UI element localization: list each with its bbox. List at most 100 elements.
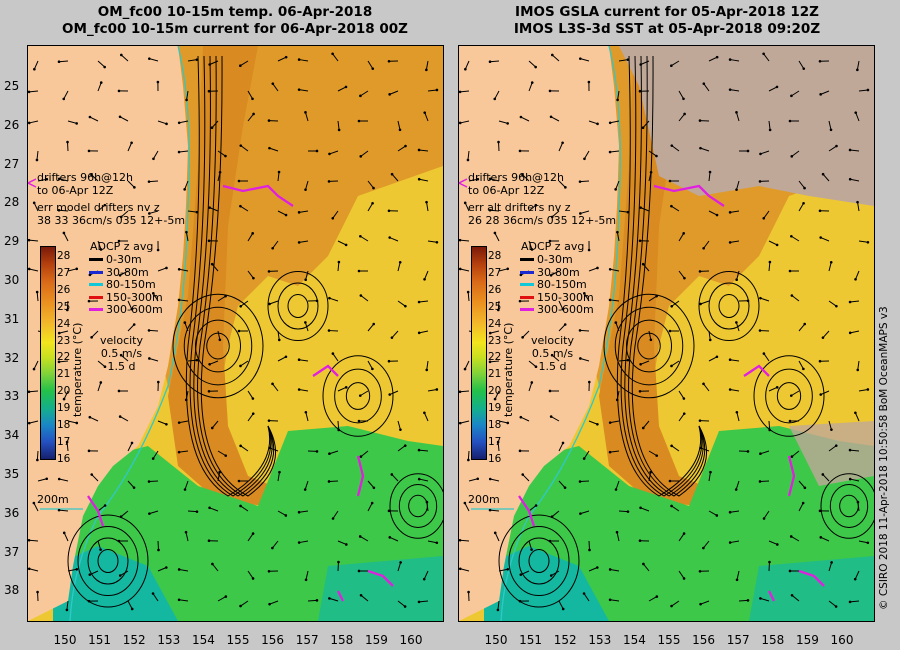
current-vector-head [103,365,107,368]
current-vector-head [88,415,92,419]
current-vector-head [251,397,255,400]
current-vector-head [208,362,211,366]
current-vector [240,445,249,452]
current-vector-head [117,389,121,393]
current-vector-head [132,323,136,326]
current-vector [91,474,99,482]
current-vector [735,480,740,490]
current-vector-head [548,89,552,93]
current-vector [299,389,309,392]
current-vector [427,540,437,544]
current-vector [305,270,309,280]
current-vector-head [267,569,271,573]
current-vector [558,480,566,489]
left-colorbar-tick: 24 [57,317,71,330]
current-vector-head [655,294,658,298]
current-vector [468,478,478,482]
current-vector [397,445,406,452]
current-vector [277,510,287,516]
current-vector [858,540,868,544]
current-vector-head [496,608,500,612]
current-vector-head [551,53,554,57]
current-vector-head [417,448,421,452]
current-vector-head [519,573,523,576]
current-vector [419,330,429,334]
drifter-track [336,590,345,602]
current-vector [828,600,837,607]
current-vector-head [35,158,39,162]
current-vector-head [32,367,36,371]
current-vector-head [728,510,732,514]
current-vector [648,596,658,602]
current-vector-head [315,299,319,303]
current-vector [427,388,437,392]
current-vector-head [133,186,136,189]
current-vector-head [66,140,69,144]
eddy-streamline [67,514,149,608]
current-vector-head [759,597,762,600]
current-vector-head [698,419,702,422]
current-vector-head [435,240,439,244]
current-vector [28,90,39,93]
legend-label: 30-80m [537,265,580,279]
current-vector [856,60,860,70]
left-colorbar-tick: 22 [57,351,71,364]
current-vector-head [788,569,792,573]
current-vector [828,420,832,430]
left-colorbar-label: temperature (°C) [71,322,84,417]
current-vector [820,390,830,396]
current-vector-head [626,358,630,362]
current-vector-head [534,65,537,69]
current-vector-head [328,597,331,600]
eddy-streamline [508,526,570,596]
current-vector [389,390,399,396]
current-vector [179,268,189,272]
current-vector [58,360,69,363]
current-vector-head [65,440,69,444]
current-vector [337,420,340,431]
current-vector [678,390,685,399]
eddy-streamline [753,355,825,437]
eddy-streamline [183,306,253,386]
current-vector [186,90,189,100]
current-vector [28,390,39,393]
current-vector-head [561,441,565,445]
current-vector-head [177,121,181,125]
current-vector [459,90,470,93]
current-vector [850,478,860,482]
current-vector-head [425,368,429,372]
current-vector-head [715,213,719,217]
left-colorbar-tick: 21 [57,368,71,381]
current-vector [33,502,39,512]
current-vector-head [387,509,391,513]
current-vector-head [99,548,102,551]
current-vector-head [331,217,335,220]
current-vector [850,149,860,152]
land-mass [28,46,188,621]
current-vector-head [519,273,523,277]
current-vector-head [399,561,402,564]
current-vector [551,54,560,62]
current-vector [29,120,39,124]
current-vector-head [344,85,348,89]
current-vector-head [252,276,255,280]
current-vector-head [506,122,509,125]
current-vector-head [488,177,492,181]
current-vector [857,502,860,512]
current-vector-head [802,367,805,371]
current-vector-head [327,329,331,332]
current-vector [391,474,399,482]
current-vector-head [398,128,402,132]
current-vector-head [746,299,750,303]
current-jet-streamline [193,55,273,497]
current-vector-head [118,415,122,418]
current-vector-head [493,531,497,535]
current-vector-head [390,336,394,339]
left-adcp-legend-entry: 300-600m [89,303,163,316]
eddy-streamline [776,382,802,410]
current-vector-head [239,604,242,608]
current-vector-head [734,488,738,491]
current-vector-head [337,560,340,564]
current-vector-head [28,390,31,394]
right-adcp-legend-entry: 30-80m [520,266,580,279]
